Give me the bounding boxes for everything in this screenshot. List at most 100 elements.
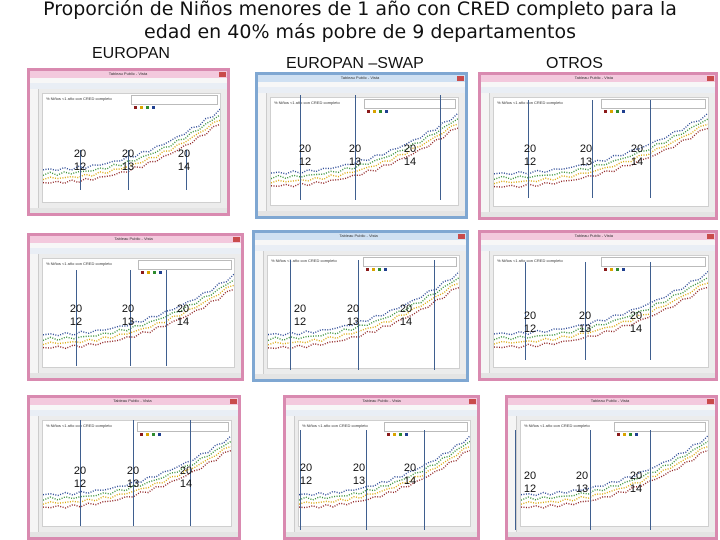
- chart-window-6: Tableau Public - Vista % Niños <1 año con…: [478, 230, 718, 381]
- year-label-century: 20: [578, 310, 592, 322]
- window-title: Tableau Public - Vista: [339, 233, 378, 238]
- year-label: 20 13: [347, 462, 371, 488]
- chart-legend: [601, 257, 706, 271]
- legend-swatch-3: [151, 433, 155, 436]
- chart-window-7: Tableau Public - Vista % Niños <1 año con…: [27, 395, 241, 540]
- year-divider-line: [650, 100, 651, 198]
- legend-swatch-4: [635, 433, 639, 436]
- close-icon[interactable]: [707, 76, 714, 81]
- legend-swatch-1: [139, 433, 143, 436]
- sidebar-panel[interactable]: [508, 416, 517, 532]
- close-icon[interactable]: [233, 237, 240, 242]
- year-divider-line: [592, 100, 593, 198]
- series-line-2: [521, 447, 708, 505]
- year-divider-line: [186, 150, 187, 190]
- year-label: 20 13: [116, 303, 140, 329]
- year-label-suffix: 13: [346, 316, 360, 328]
- status-bar: [286, 532, 477, 537]
- series-line-3: [43, 280, 234, 340]
- chart-title: % Niños <1 año con CRED completo: [302, 423, 368, 428]
- toolbar[interactable]: [508, 410, 715, 416]
- year-label-century: 20: [523, 470, 537, 482]
- year-label-suffix: 12: [523, 156, 537, 168]
- sidebar-panel[interactable]: [30, 89, 39, 208]
- year-label: 20 13: [341, 303, 365, 329]
- plot-area: % Niños <1 año con CRED completo: [42, 420, 232, 527]
- window-title-bar[interactable]: Tableau Public - Vista: [481, 233, 715, 240]
- toolbar[interactable]: [481, 245, 715, 251]
- toolbar[interactable]: [255, 245, 466, 251]
- close-icon[interactable]: [219, 72, 226, 77]
- chart-window-1: Tableau Public - Vista % Niños <1 año con…: [27, 68, 230, 216]
- sidebar-panel[interactable]: [258, 93, 267, 211]
- year-label: 20 12: [293, 143, 317, 169]
- year-label-suffix: 12: [299, 475, 313, 487]
- year-divider-line: [424, 430, 425, 530]
- year-divider-line: [650, 430, 651, 530]
- sidebar-panel[interactable]: [481, 93, 490, 212]
- series-line-3: [299, 441, 470, 500]
- close-icon[interactable]: [469, 399, 476, 404]
- year-label-suffix: 14: [629, 483, 643, 495]
- toolbar[interactable]: [30, 248, 241, 254]
- legend-swatch-1: [604, 110, 608, 113]
- chart-legend: [136, 422, 229, 436]
- close-icon[interactable]: [458, 234, 465, 239]
- legend-swatch-3: [378, 268, 382, 271]
- legend-swatch-1: [617, 433, 621, 436]
- year-label: 20 14: [398, 143, 422, 169]
- window-title-bar[interactable]: Tableau Public - Vista: [30, 398, 238, 405]
- toolbar[interactable]: [30, 410, 238, 416]
- sidebar-panel[interactable]: [30, 416, 39, 532]
- trend-lines: [299, 421, 470, 526]
- window-title: Tableau Public - Vista: [340, 75, 380, 80]
- series-line-4: [494, 113, 708, 174]
- series-line-4: [43, 274, 234, 335]
- window-title-bar[interactable]: Tableau Public - Vista: [258, 75, 465, 82]
- window-title-bar[interactable]: Tableau Public - Vista: [286, 398, 477, 405]
- year-label-century: 20: [630, 143, 644, 155]
- window-title-bar[interactable]: Tableau Public - Vista: [30, 71, 227, 78]
- year-label-century: 20: [177, 148, 191, 160]
- year-label-suffix: 13: [352, 475, 366, 487]
- window-title-bar[interactable]: Tableau Public - Vista: [255, 233, 466, 240]
- status-bar: [30, 208, 227, 213]
- window-title-bar[interactable]: Tableau Public - Vista: [30, 236, 241, 243]
- sidebar-panel[interactable]: [286, 416, 295, 532]
- sidebar-panel[interactable]: [30, 254, 39, 373]
- year-divider-line: [585, 262, 586, 360]
- window-title-bar[interactable]: Tableau Public - Vista: [508, 398, 715, 405]
- window-title-bar[interactable]: Tableau Public - Vista: [481, 75, 715, 82]
- series-line-4: [521, 436, 708, 496]
- year-divider-line: [80, 150, 81, 190]
- year-divider-line: [440, 95, 441, 200]
- toolbar[interactable]: [258, 87, 465, 93]
- sidebar-panel[interactable]: [481, 251, 490, 373]
- close-icon[interactable]: [707, 234, 714, 239]
- legend-swatch-2: [610, 268, 614, 271]
- year-label-suffix: 12: [73, 161, 87, 173]
- plot-area: % Niños <1 año con CRED completo: [270, 97, 459, 206]
- header-otros: OTROS: [546, 55, 603, 72]
- year-label-suffix: 14: [176, 316, 190, 328]
- close-icon[interactable]: [457, 76, 464, 81]
- series-line-1: [268, 288, 459, 349]
- close-icon[interactable]: [230, 399, 237, 404]
- year-label-suffix: 12: [69, 316, 83, 328]
- chart-title: % Niños <1 año con CRED completo: [46, 261, 112, 266]
- sidebar-panel[interactable]: [255, 251, 264, 374]
- close-icon[interactable]: [707, 399, 714, 404]
- window-title: Tableau Public - Vista: [362, 398, 401, 403]
- toolbar[interactable]: [286, 410, 477, 416]
- window-title: Tableau Public - Vista: [590, 398, 630, 403]
- year-label-suffix: 13: [579, 156, 593, 168]
- toolbar[interactable]: [30, 83, 227, 89]
- year-label-century: 20: [579, 143, 593, 155]
- chart-legend: [363, 257, 457, 271]
- toolbar[interactable]: [481, 87, 715, 93]
- year-label-century: 20: [293, 303, 307, 315]
- year-label: 20 12: [68, 148, 92, 174]
- legend-swatch-3: [379, 110, 383, 113]
- year-label-century: 20: [403, 143, 417, 155]
- series-line-3: [494, 119, 708, 179]
